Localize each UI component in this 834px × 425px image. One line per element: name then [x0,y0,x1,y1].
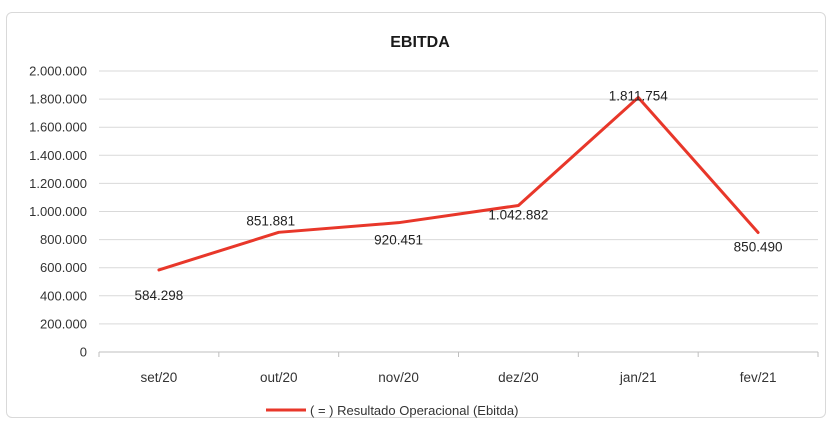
y-tick-label: 1.800.000 [29,92,87,107]
gridlines [99,70,818,325]
y-tick-label: 1.200.000 [29,176,87,191]
y-tick-label: 1.600.000 [29,120,87,135]
y-tick-label: 1.400.000 [29,148,87,163]
x-axis: set/20 out/20 nov/20 dez/20 jan/21 fev/21 [98,351,819,385]
y-tick-label: 600.000 [40,260,87,275]
series-layer [157,95,760,272]
x-tick-label: fev/21 [740,370,777,385]
y-tick-label: 1.000.000 [29,204,87,219]
y-tick-label: 400.000 [40,288,87,303]
legend: ( = ) Resultado Operacional (Ebitda) [266,403,518,418]
chart-title: EBITDA [390,34,450,51]
x-tick-label: nov/20 [378,370,419,385]
x-tick-label: out/20 [260,370,298,385]
y-tick-label: 0 [80,345,87,360]
series-line [157,95,760,272]
x-tick-label: jan/21 [619,370,657,385]
data-label: 1.811.754 [609,88,669,103]
y-tick-label: 800.000 [40,232,87,247]
data-label: 584.298 [135,288,184,303]
data-labels: 584.298 851.881 920.451 1.042.882 1.811.754 8… [135,88,783,302]
data-label: 850.490 [734,240,783,255]
x-tick-label: dez/20 [498,370,539,385]
chart-frame [6,12,826,418]
x-tick-label: set/20 [141,370,178,385]
y-tick-label: 200.000 [40,316,87,331]
data-label: 851.881 [246,213,295,228]
legend-label: ( = ) Resultado Operacional (Ebitda) [310,403,518,418]
y-axis: 0 200.000 400.000 600.000 800.000 1.000.000 1.… [29,64,87,360]
y-tick-label: 2.000.000 [29,64,87,79]
data-label: 1.042.882 [488,207,548,222]
data-label: 920.451 [374,233,423,248]
